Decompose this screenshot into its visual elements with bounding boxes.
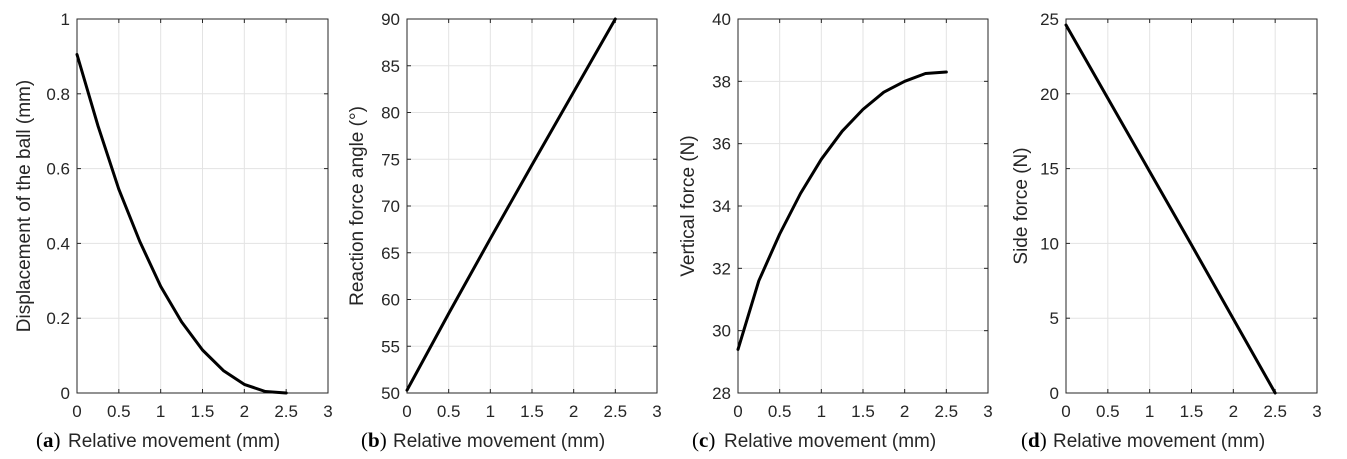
x-tick-label: 3 <box>323 402 332 421</box>
panel-label: (c) <box>692 428 715 452</box>
series-line <box>405 17 617 392</box>
y-tick-label: 0 <box>61 384 70 403</box>
y-tick-label: 5 <box>1050 309 1059 328</box>
x-tick-label: 1.5 <box>851 402 875 421</box>
panel-label: (d) <box>1021 428 1047 452</box>
x-tick-label: 0.5 <box>768 402 792 421</box>
x-tick-label: 2.5 <box>274 402 298 421</box>
y-tick-label: 0 <box>1050 384 1059 403</box>
panel-d: 0 0.5 1 1.5 2 2.5 3 0 5 10 15 20 25 Side force (N) (d)… <box>1011 10 1322 452</box>
y-tick-label: 60 <box>381 291 400 310</box>
x-tick-label: 0 <box>733 402 742 421</box>
y-tick-label: 34 <box>712 197 731 216</box>
y-tick-label: 32 <box>712 259 731 278</box>
x-axis-label: Relative movement (mm) <box>1053 431 1265 452</box>
x-tick-label: 0 <box>1061 402 1070 421</box>
series-line <box>736 70 948 351</box>
y-tick-label: 55 <box>381 337 400 356</box>
y-tick-label: 28 <box>712 384 731 403</box>
x-tick-label: 2 <box>240 402 249 421</box>
y-tick-label: 50 <box>381 384 400 403</box>
y-axis-label: Reaction force angle (°) <box>347 106 368 306</box>
series-line <box>75 53 288 395</box>
x-tick-label: 3 <box>652 402 661 421</box>
y-tick-label: 0.8 <box>46 85 70 104</box>
x-tick-label: 3 <box>983 402 992 421</box>
y-tick-label: 70 <box>381 197 400 216</box>
y-tick-label: 25 <box>1040 10 1059 29</box>
x-tick-label: 0 <box>402 402 411 421</box>
y-tick-label: 1 <box>61 10 70 29</box>
x-tick-label: 2.5 <box>935 402 959 421</box>
x-tick-label: 0.5 <box>107 402 131 421</box>
x-tick-label: 1 <box>486 402 495 421</box>
x-tick-label: 1.5 <box>520 402 544 421</box>
y-tick-label: 20 <box>1040 85 1059 104</box>
y-tick-label: 36 <box>712 135 731 154</box>
series-line <box>1064 23 1277 395</box>
x-tick-label: 2.5 <box>1263 402 1287 421</box>
x-tick-label: 2.5 <box>604 402 628 421</box>
panel-b: 0 0.5 1 1.5 2 2.5 3 50 55 60 65 70 75 80 85 90 Reaction … <box>347 10 662 452</box>
y-tick-label: 90 <box>381 10 400 29</box>
y-tick-label: 40 <box>712 10 731 29</box>
x-axis-label: Relative movement (mm) <box>68 431 280 452</box>
x-tick-label: 0.5 <box>437 402 461 421</box>
x-tick-label: 1 <box>156 402 165 421</box>
y-axis-label: Displacement of the ball (mm) <box>14 80 35 332</box>
y-tick-label: 0.4 <box>46 234 70 253</box>
y-tick-label: 80 <box>381 104 400 123</box>
x-tick-label: 0.5 <box>1096 402 1120 421</box>
x-tick-label: 1.5 <box>191 402 215 421</box>
y-tick-label: 10 <box>1040 234 1059 253</box>
y-tick-label: 15 <box>1040 160 1059 179</box>
y-tick-label: 0.6 <box>46 160 70 179</box>
x-tick-label: 3 <box>1312 402 1321 421</box>
x-axis-label: Relative movement (mm) <box>393 431 605 452</box>
panel-c: 0 0.5 1 1.5 2 2.5 3 28 30 32 34 36 38 40 Vertical forc… <box>678 10 993 452</box>
x-tick-label: 2 <box>569 402 578 421</box>
x-tick-label: 2 <box>900 402 909 421</box>
y-tick-label: 30 <box>712 322 731 341</box>
x-tick-label: 2 <box>1229 402 1238 421</box>
y-tick-label: 85 <box>381 57 400 76</box>
x-tick-label: 1 <box>1145 402 1154 421</box>
y-tick-label: 0.2 <box>46 309 70 328</box>
x-tick-label: 1 <box>817 402 826 421</box>
x-tick-label: 1.5 <box>1180 402 1204 421</box>
x-axis-label: Relative movement (mm) <box>724 431 936 452</box>
y-tick-label: 38 <box>712 72 731 91</box>
y-axis-label: Vertical force (N) <box>678 135 699 276</box>
y-axis-label: Side force (N) <box>1011 147 1032 264</box>
y-tick-label: 65 <box>381 244 400 263</box>
y-tick-label: 75 <box>381 150 400 169</box>
panel-a: 0 0.5 1 1.5 2 2.5 3 0 0.2 0.4 0.6 0.8 1 Displacement … <box>14 10 333 452</box>
x-tick-label: 0 <box>72 402 81 421</box>
panel-label: (b) <box>361 428 387 452</box>
panel-label: (a) <box>36 428 61 452</box>
